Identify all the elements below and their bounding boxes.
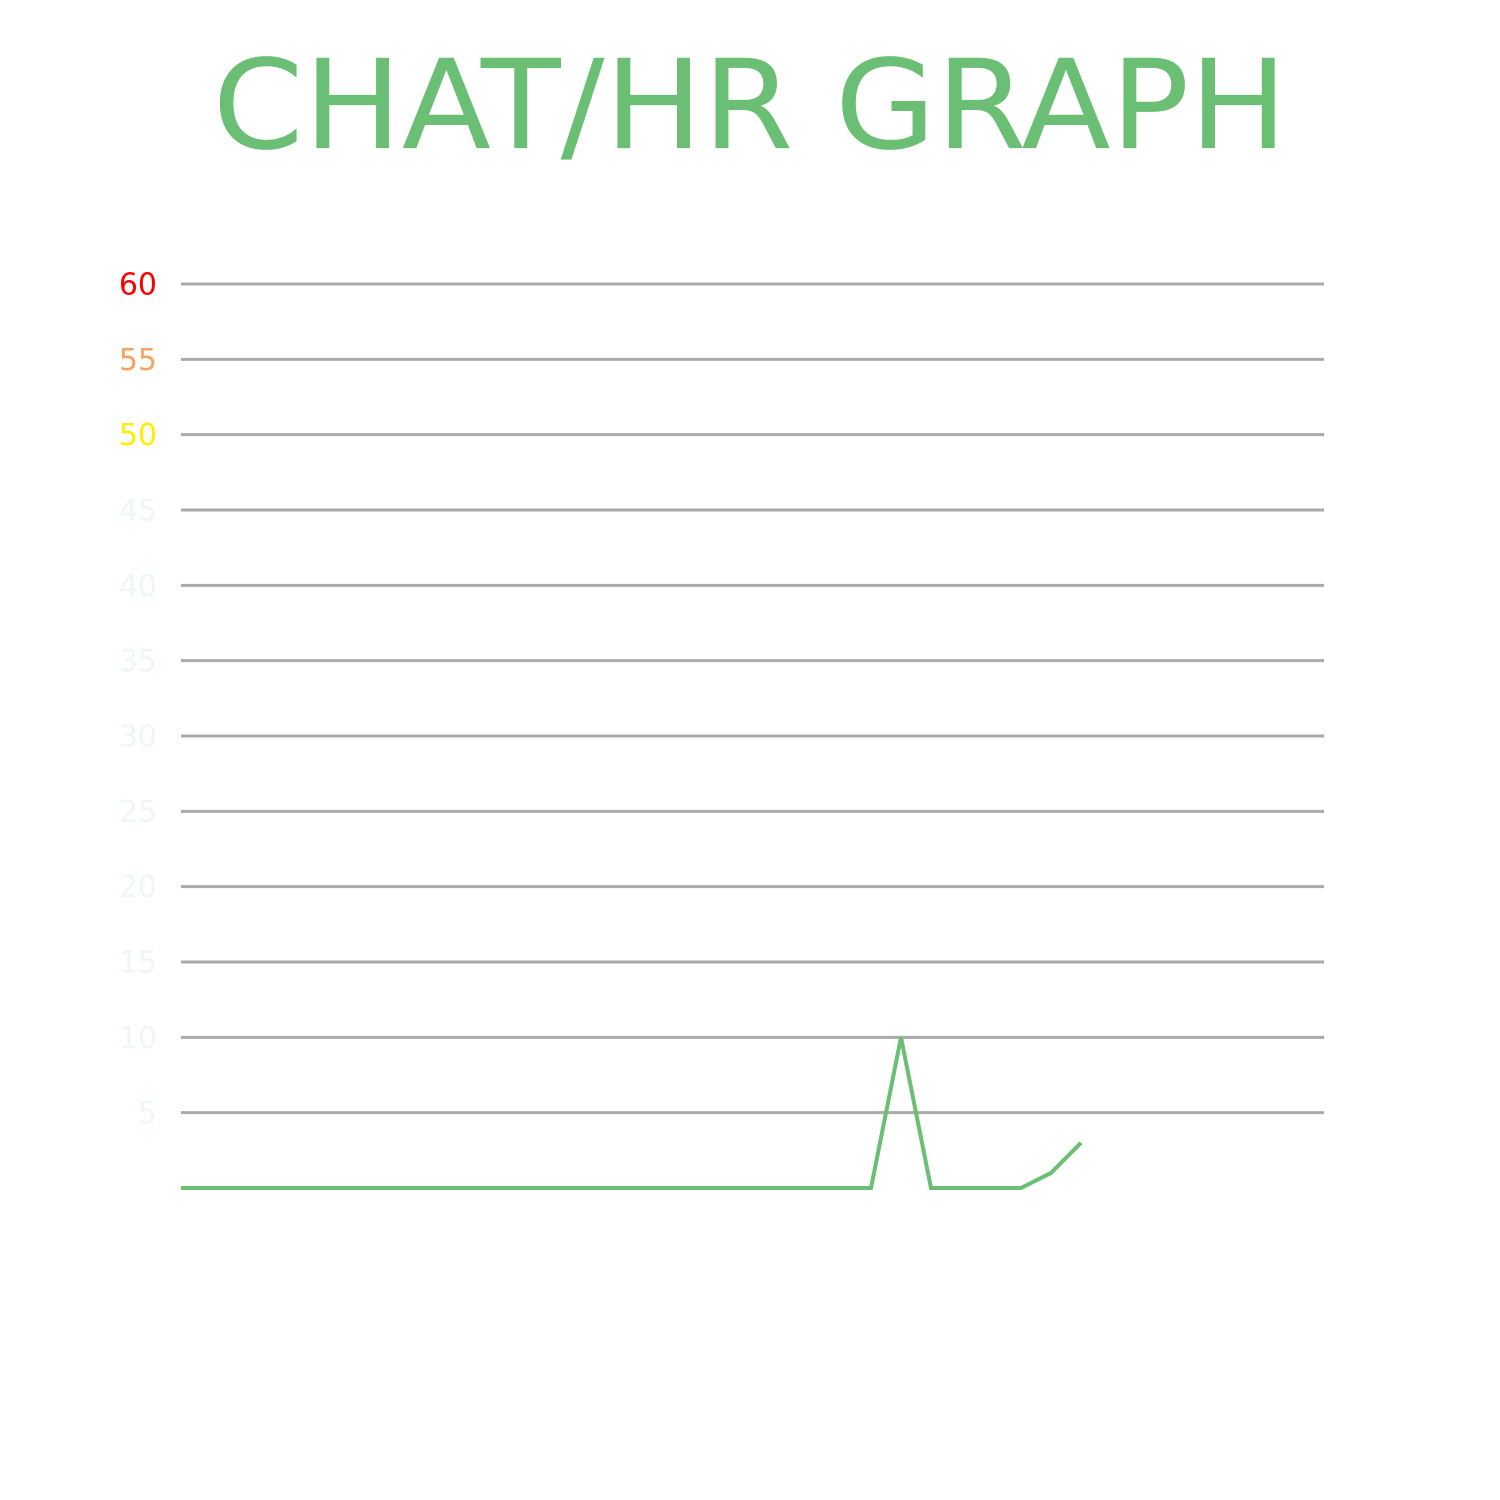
y-tick-label: 60 — [119, 268, 157, 303]
y-tick-label: 30 — [119, 720, 157, 755]
data-line — [181, 1036, 1083, 1190]
y-tick-label: 55 — [119, 343, 157, 378]
y-tick-label: 15 — [119, 946, 157, 981]
y-tick-label: 50 — [119, 418, 157, 453]
y-tick-label: 45 — [119, 494, 157, 529]
y-tick-label: 5 — [138, 1096, 157, 1131]
y-tick-label: 35 — [119, 644, 157, 679]
y-tick-label: 20 — [119, 870, 157, 905]
y-tick-label: 25 — [119, 795, 157, 830]
chart-title: CHAT/HR GRAPH — [213, 34, 1288, 178]
y-tick-label: 10 — [119, 1021, 157, 1056]
y-tick-label: 40 — [119, 569, 157, 604]
